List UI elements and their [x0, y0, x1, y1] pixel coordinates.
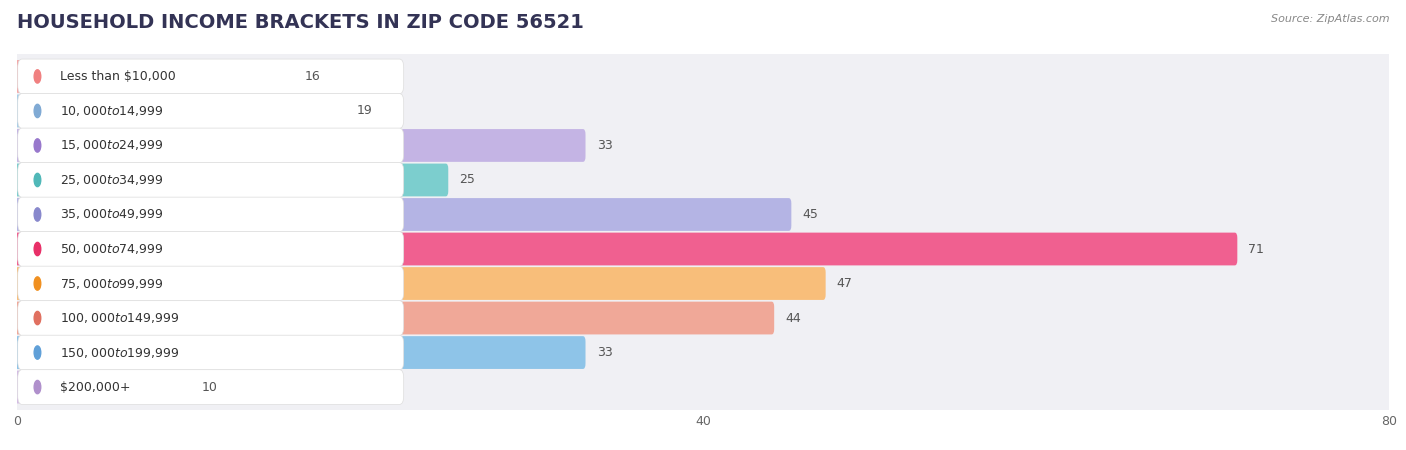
Text: HOUSEHOLD INCOME BRACKETS IN ZIP CODE 56521: HOUSEHOLD INCOME BRACKETS IN ZIP CODE 56…: [17, 14, 583, 32]
Circle shape: [34, 173, 41, 187]
FancyBboxPatch shape: [14, 302, 775, 334]
Circle shape: [34, 311, 41, 325]
Circle shape: [34, 208, 41, 221]
Text: 33: 33: [596, 346, 613, 359]
Circle shape: [34, 346, 41, 359]
Text: 19: 19: [357, 104, 373, 117]
Circle shape: [34, 104, 41, 117]
Text: Less than $10,000: Less than $10,000: [59, 70, 176, 83]
Text: 45: 45: [803, 208, 818, 221]
FancyBboxPatch shape: [18, 370, 404, 405]
Circle shape: [34, 139, 41, 152]
FancyBboxPatch shape: [11, 122, 1395, 170]
FancyBboxPatch shape: [18, 301, 404, 335]
Text: $25,000 to $34,999: $25,000 to $34,999: [59, 173, 163, 187]
Text: $35,000 to $49,999: $35,000 to $49,999: [59, 207, 163, 221]
FancyBboxPatch shape: [18, 335, 404, 370]
Circle shape: [34, 380, 41, 394]
Text: $200,000+: $200,000+: [59, 381, 131, 394]
Text: 10: 10: [202, 381, 218, 394]
FancyBboxPatch shape: [14, 60, 294, 93]
Text: 16: 16: [305, 70, 321, 83]
FancyBboxPatch shape: [11, 190, 1395, 238]
Text: $150,000 to $199,999: $150,000 to $199,999: [59, 346, 179, 360]
FancyBboxPatch shape: [14, 198, 792, 231]
Text: 71: 71: [1249, 243, 1264, 256]
FancyBboxPatch shape: [18, 266, 404, 301]
FancyBboxPatch shape: [14, 267, 825, 300]
FancyBboxPatch shape: [11, 53, 1395, 100]
FancyBboxPatch shape: [14, 336, 585, 369]
Circle shape: [34, 70, 41, 83]
Text: $15,000 to $24,999: $15,000 to $24,999: [59, 139, 163, 153]
FancyBboxPatch shape: [11, 87, 1395, 135]
Text: $50,000 to $74,999: $50,000 to $74,999: [59, 242, 163, 256]
FancyBboxPatch shape: [14, 164, 449, 196]
FancyBboxPatch shape: [18, 232, 404, 266]
FancyBboxPatch shape: [11, 328, 1395, 377]
Text: 25: 25: [460, 174, 475, 186]
FancyBboxPatch shape: [18, 59, 404, 94]
FancyBboxPatch shape: [18, 128, 404, 163]
Text: $75,000 to $99,999: $75,000 to $99,999: [59, 276, 163, 291]
Text: 47: 47: [837, 277, 852, 290]
Text: Source: ZipAtlas.com: Source: ZipAtlas.com: [1271, 14, 1389, 23]
FancyBboxPatch shape: [18, 94, 404, 128]
FancyBboxPatch shape: [14, 233, 1237, 266]
Text: 44: 44: [786, 311, 801, 324]
Circle shape: [34, 243, 41, 256]
Text: $100,000 to $149,999: $100,000 to $149,999: [59, 311, 179, 325]
FancyBboxPatch shape: [18, 162, 404, 198]
Text: 33: 33: [596, 139, 613, 152]
Text: $10,000 to $14,999: $10,000 to $14,999: [59, 104, 163, 118]
FancyBboxPatch shape: [11, 363, 1395, 411]
FancyBboxPatch shape: [14, 371, 191, 404]
FancyBboxPatch shape: [11, 294, 1395, 342]
FancyBboxPatch shape: [11, 260, 1395, 307]
FancyBboxPatch shape: [14, 129, 585, 162]
FancyBboxPatch shape: [18, 197, 404, 232]
Circle shape: [34, 277, 41, 290]
FancyBboxPatch shape: [11, 156, 1395, 204]
FancyBboxPatch shape: [14, 94, 346, 127]
FancyBboxPatch shape: [11, 225, 1395, 273]
